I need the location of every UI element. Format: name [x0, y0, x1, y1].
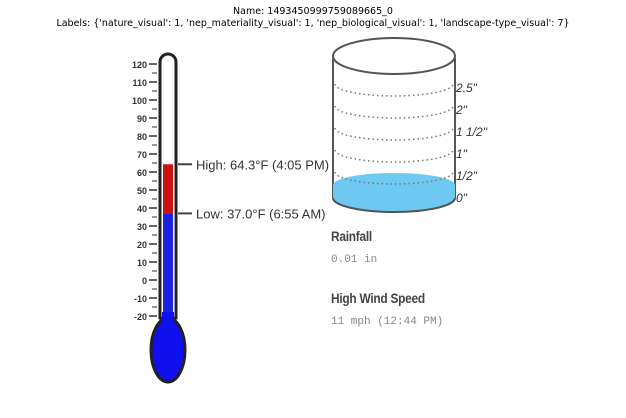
low-temp-label: Low: 37.0°F (6:55 AM): [196, 206, 325, 221]
thermometer-tick-label: -20: [134, 312, 147, 322]
rain-gauge: 2.5" 2" 1 1/2" 1" 1/2" 0": [332, 37, 488, 213]
thermometer-tick-label: 90: [137, 114, 147, 124]
image-name: Name: 1493450999759089665_0: [233, 6, 393, 17]
wind-value: 11 mph (12:44 PM): [331, 316, 444, 328]
rainfall-value: 0.01 in: [331, 254, 378, 266]
thermometer-tick-label: 0: [142, 276, 147, 286]
thermometer-tick-label: 70: [137, 150, 147, 160]
wind-section: High Wind Speed 11 mph (12:44 PM): [331, 290, 443, 328]
thermometer-tick-label: 100: [132, 96, 147, 106]
gauge-bottom-rim: [332, 197, 456, 213]
thermometer-tick-label: 50: [137, 186, 147, 196]
thermometer-tick-label: 110: [132, 78, 147, 88]
gauge-scale-label: 1/2": [456, 169, 478, 183]
gauge-scale-lines: [334, 83, 454, 185]
thermometer-tick-label: 60: [137, 168, 147, 178]
gauge-water-surface: [333, 174, 455, 198]
thermometer-bulb: [149, 316, 187, 384]
gauge-scale-label: 1": [456, 147, 468, 161]
thermometer-tick-label: 10: [137, 258, 147, 268]
gauge-level-line: [334, 149, 454, 163]
gauge-scale-label: 2": [455, 103, 468, 117]
thermometer-tick-label: 40: [137, 204, 147, 214]
gauge-top-rim: [332, 37, 456, 75]
gauge-scale-label: 2.5": [455, 81, 478, 95]
thermometer-fill-high: [163, 164, 173, 214]
gauge-scale-labels: 2.5" 2" 1 1/2" 1" 1/2" 0": [455, 81, 488, 205]
thermometer-tick-label: -10: [134, 294, 147, 304]
image-caption: Name: 1493450999759089665_0 Labels: {'na…: [0, 6, 626, 30]
gauge-scale-label: 0": [456, 191, 468, 205]
thermometer-tick-label: 120: [132, 60, 147, 70]
high-temp-label: High: 64.3°F (4:05 PM): [196, 157, 329, 172]
thermometer-tick-label: 80: [137, 132, 147, 142]
rainfall-section: Rainfall 0.01 in: [331, 228, 379, 266]
thermometer-tick-label: 20: [137, 240, 147, 250]
image-labels: Labels: {'nature_visual': 1, 'nep_materi…: [56, 18, 570, 29]
gauge-scale-label: 1 1/2": [456, 125, 488, 139]
rainfall-label: Rainfall: [331, 228, 372, 244]
wind-label: High Wind Speed: [331, 290, 425, 306]
thermometer-neck: [162, 312, 174, 324]
gauge-level-line: [334, 127, 454, 141]
gauge-level-line: [334, 105, 454, 119]
thermometer-fill-low: [163, 213, 173, 320]
gauge-level-line: [334, 83, 454, 97]
thermometer-tick-label: 30: [137, 222, 147, 232]
